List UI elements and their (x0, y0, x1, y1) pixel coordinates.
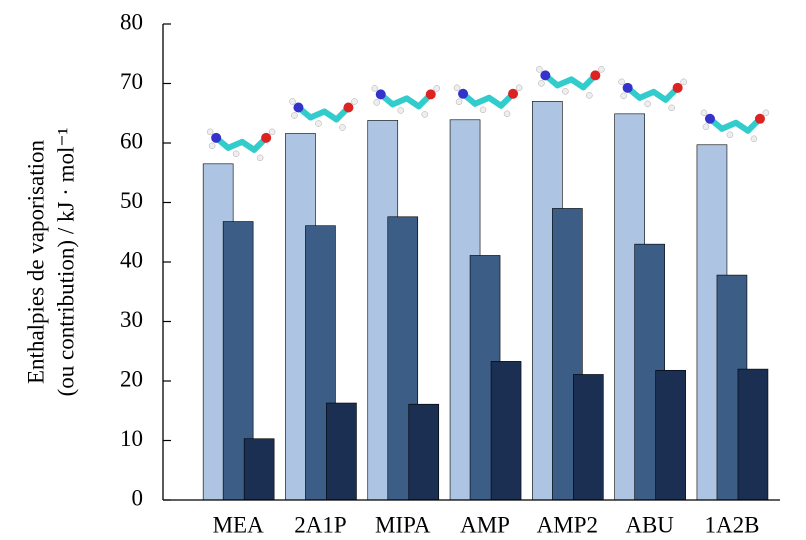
atom (293, 102, 304, 113)
atom (668, 104, 675, 112)
x-tick-label: MEA (213, 512, 265, 537)
bar (655, 369, 686, 501)
x-tick-label: ABU (625, 512, 674, 537)
atom (268, 128, 276, 136)
atom (702, 123, 710, 131)
bar (408, 403, 440, 501)
bar (737, 368, 769, 501)
y-tick-label: 50 (120, 188, 143, 213)
atom (397, 107, 404, 114)
x-tick-label: AMP (460, 512, 510, 537)
atom (590, 70, 601, 81)
atom (618, 78, 625, 86)
atom (562, 88, 569, 95)
atom (208, 142, 216, 150)
y-tick-label: 30 (120, 307, 143, 332)
y-tick-label: 60 (120, 128, 143, 153)
y-tick-label: 20 (120, 366, 143, 391)
atom (620, 92, 627, 100)
atom (261, 132, 272, 143)
atom (421, 111, 428, 118)
atom (458, 88, 469, 99)
atom (343, 102, 354, 113)
atom (433, 85, 440, 92)
y-tick-label: 0 (132, 485, 144, 510)
atom (211, 132, 222, 143)
atom (538, 80, 545, 87)
atom (375, 89, 386, 100)
y-tick-label: 40 (120, 247, 143, 272)
atom (256, 154, 264, 162)
atom (371, 85, 378, 92)
atom (508, 88, 519, 99)
atom (622, 82, 633, 93)
atom (598, 66, 605, 73)
atom (704, 113, 715, 124)
atom (754, 113, 765, 124)
atom (206, 128, 214, 136)
bar (573, 374, 604, 501)
atom (586, 92, 593, 99)
x-tick-label: AMP2 (537, 512, 598, 537)
atom (455, 98, 463, 106)
atom (351, 98, 358, 105)
x-tick-label: 1A2B (704, 512, 759, 537)
atom (453, 84, 461, 92)
bar (490, 361, 522, 501)
y-axis-label: Enthalpies de vaporisation (23, 140, 48, 384)
atom (315, 120, 322, 127)
atom (680, 78, 687, 86)
molecule-icon (206, 128, 276, 162)
atom (425, 89, 436, 100)
y-axis-label: (ou contribution) / kJ · mol⁻¹ (53, 127, 78, 396)
atom (700, 109, 708, 117)
atom (644, 100, 651, 108)
molecule-icon (536, 66, 605, 99)
x-tick-label: 2A1P (294, 512, 346, 537)
y-tick-label: 80 (120, 9, 143, 34)
atom (373, 99, 380, 106)
atom (232, 150, 240, 158)
atom (540, 70, 551, 81)
atom (762, 109, 770, 117)
bar (326, 402, 357, 501)
y-tick-label: 10 (120, 426, 143, 451)
atom (503, 110, 511, 118)
molecule-icon (289, 98, 358, 131)
y-tick-label: 70 (120, 69, 143, 94)
atom (536, 66, 543, 73)
atom (726, 131, 734, 139)
molecule-icon (453, 84, 523, 118)
molecule-icon (371, 85, 440, 118)
atom (291, 112, 298, 119)
atom (289, 98, 296, 105)
atom (515, 84, 523, 92)
atom (339, 124, 346, 131)
atom (672, 82, 683, 93)
molecule-icon (700, 109, 770, 143)
atom (479, 106, 487, 114)
atom (750, 135, 758, 143)
molecule-icon (618, 78, 687, 112)
x-tick-label: MIPA (375, 512, 431, 537)
bar (243, 438, 275, 501)
